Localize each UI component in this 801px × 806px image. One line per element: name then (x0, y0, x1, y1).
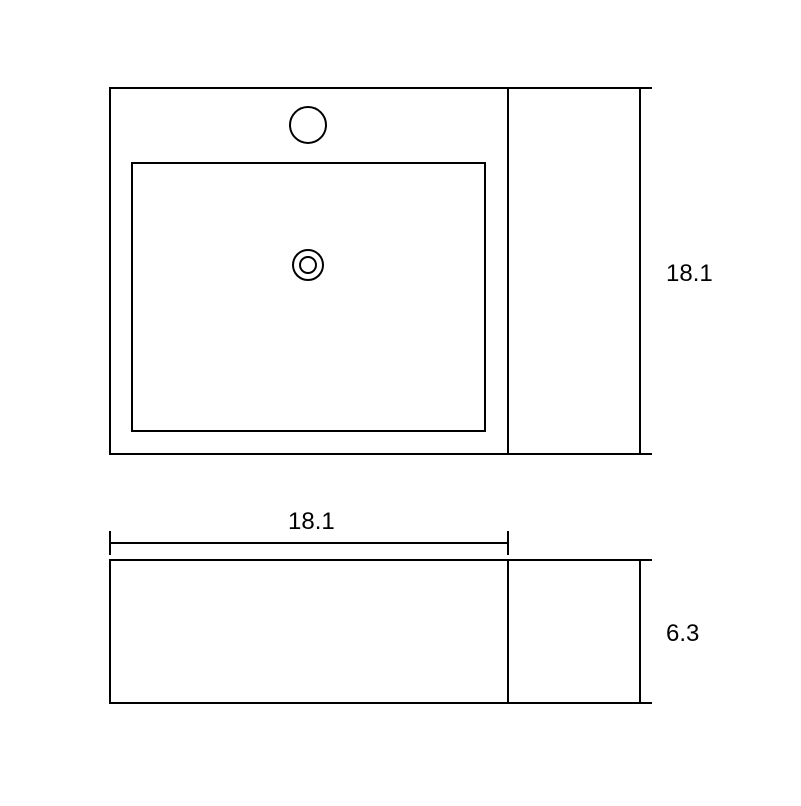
faucet-hole-icon (290, 107, 326, 143)
top-view-basin-rect (132, 163, 485, 431)
drain-inner-icon (300, 257, 316, 273)
diagram-canvas: 18.1 18.1 6.3 (0, 0, 801, 801)
drain-outer-icon (293, 250, 323, 280)
technical-drawing-svg (0, 0, 801, 801)
height-dimension-label: 18.1 (666, 260, 713, 288)
width-dimension-label: 18.1 (288, 508, 335, 536)
depth-dimension-label: 6.3 (666, 620, 699, 648)
front-view-rect (110, 560, 508, 703)
